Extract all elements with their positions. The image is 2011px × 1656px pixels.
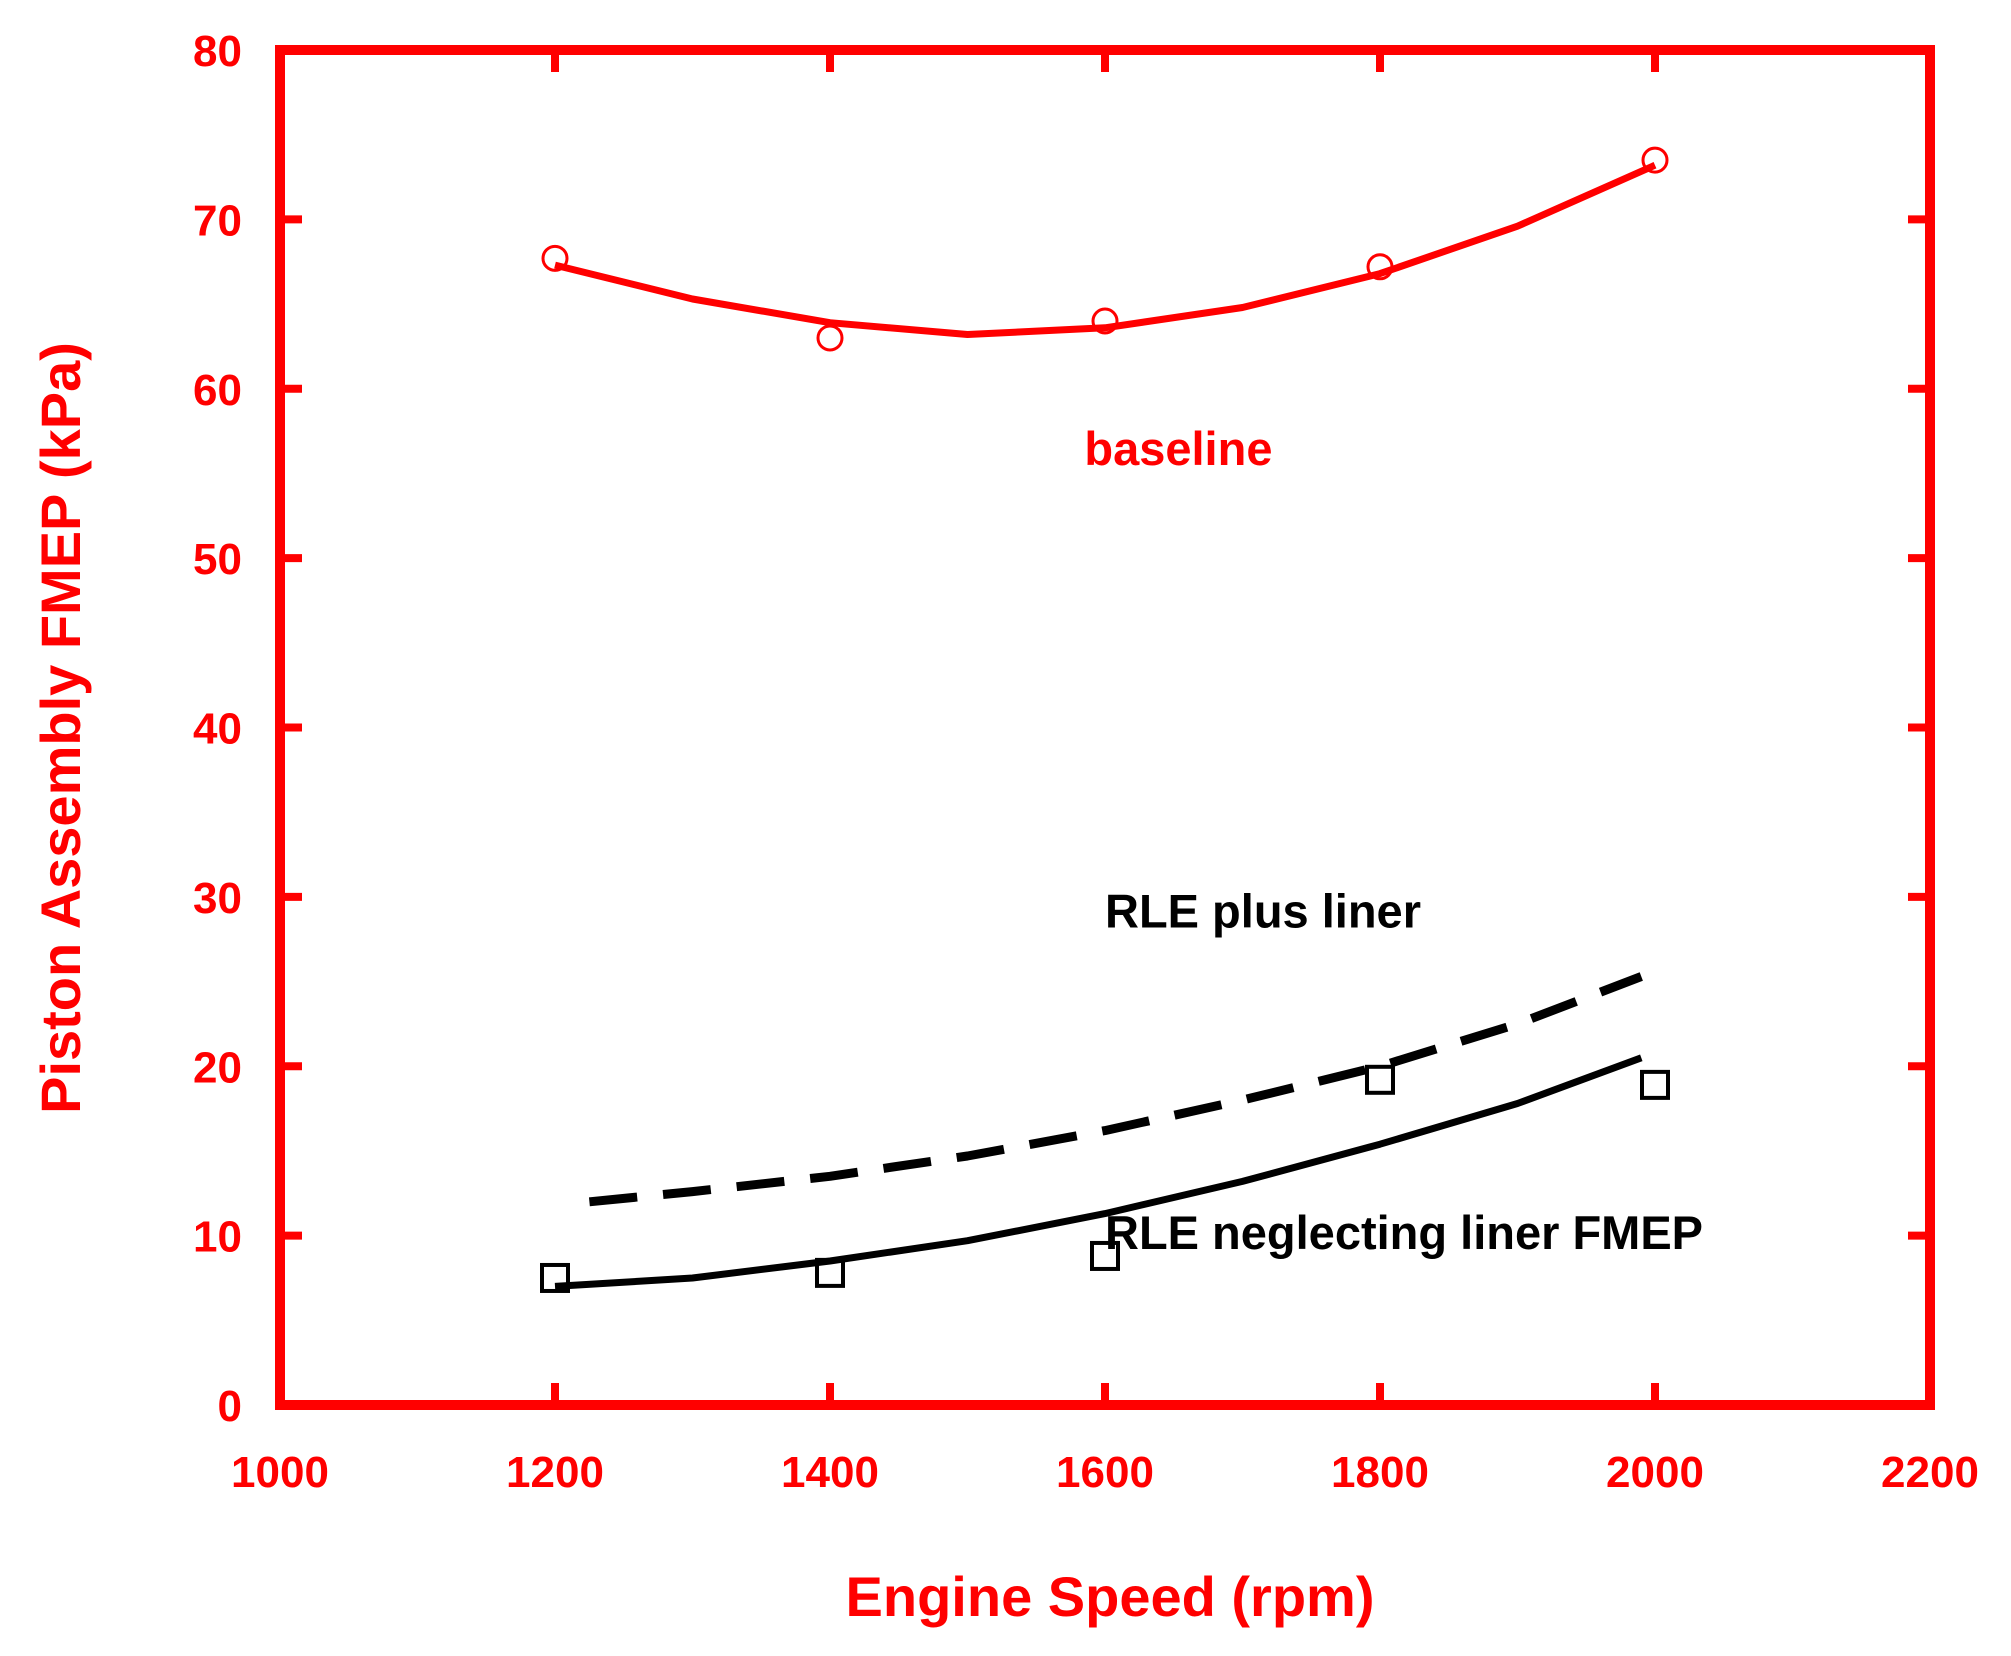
y-tick-label: 40 [193, 705, 242, 754]
rle-neglecting-liner-point [540, 1262, 570, 1293]
plot-frame-layer [275, 45, 1935, 1410]
x-tick-label: 1200 [506, 1448, 604, 1497]
baseline-point [1641, 146, 1669, 174]
x-tick-label: 1800 [1331, 1448, 1429, 1497]
baseline-point [1091, 307, 1119, 335]
y-tick-label: 70 [193, 196, 242, 245]
y-axis-title: Piston Assembly FMEP (kPa) [29, 342, 92, 1114]
annotations-layer: baseline RLE plus liner RLE neglecting lin… [1084, 422, 1703, 1259]
x-tick-label: 1400 [781, 1448, 879, 1497]
x-tick-label: 1000 [231, 1448, 329, 1497]
markers-layer [540, 146, 1670, 1293]
y-tick-label: 60 [193, 366, 242, 415]
x-tick-label: 1600 [1056, 1448, 1154, 1497]
baseline-point [541, 244, 569, 272]
rle-neglecting-liner-point [815, 1257, 845, 1288]
y-tick-label: 10 [193, 1213, 242, 1262]
x-tick-label: 2200 [1881, 1448, 1979, 1497]
y-tick-label: 80 [193, 27, 242, 76]
rle-neglecting-liner-point [1640, 1069, 1670, 1100]
series-annotation-2: RLE plus liner [1105, 884, 1421, 937]
y-tick-label: 30 [193, 874, 242, 923]
series-layer [554, 162, 1657, 1290]
x-axis-title: Engine Speed (rpm) [846, 1565, 1375, 1628]
rle-neglecting-liner-line [554, 1054, 1643, 1290]
baseline-point [1366, 253, 1394, 281]
tick-labels-layer: 1000 1200 1400 1600 1800 2000 2200 0 10 20 30 40 50 6… [193, 27, 1979, 1497]
series-annotation-3: RLE neglecting liner FMEP [1105, 1206, 1703, 1259]
y-tick-label: 50 [193, 535, 242, 584]
plot-frame [275, 45, 1935, 1410]
x-tick-label: 2000 [1606, 1448, 1704, 1497]
y-tick-label: 0 [218, 1382, 242, 1431]
series-annotation-1: baseline [1084, 422, 1272, 475]
y-tick-label: 20 [193, 1043, 242, 1092]
rle-plus-liner-line [588, 972, 1643, 1207]
baseline-line [554, 162, 1657, 338]
rle-neglecting-liner-point [1090, 1240, 1120, 1271]
axis-ticks-layer [276, 46, 1934, 1409]
baseline-point [816, 324, 844, 352]
rle-neglecting-liner-point [1365, 1064, 1395, 1095]
